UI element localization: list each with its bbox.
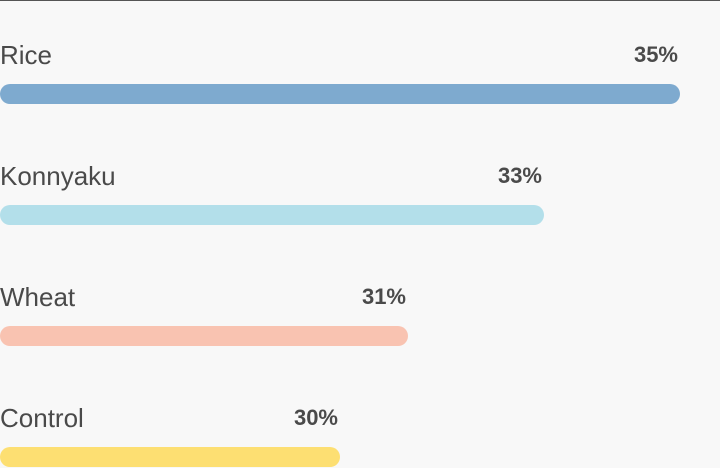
bar — [0, 205, 544, 225]
value-label: 30% — [294, 405, 338, 430]
category-label: Konnyaku — [0, 161, 116, 191]
bar — [0, 447, 340, 467]
value-label: 31% — [362, 284, 406, 309]
bar — [0, 326, 408, 346]
category-label: Control — [0, 403, 84, 433]
category-label: Rice — [0, 40, 52, 70]
value-label: 33% — [498, 163, 542, 188]
value-label: 35% — [634, 42, 678, 67]
bar — [0, 84, 680, 104]
category-label: Wheat — [0, 282, 76, 312]
